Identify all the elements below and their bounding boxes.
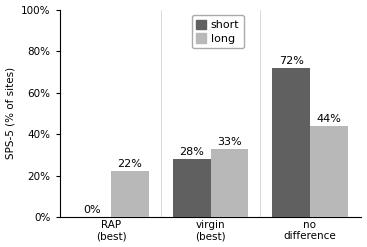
Bar: [310, 126, 348, 217]
Legend: short, long: short, long: [192, 15, 244, 48]
Bar: [173, 159, 211, 217]
Text: 72%: 72%: [279, 56, 304, 66]
Bar: [111, 171, 149, 217]
Text: 44%: 44%: [316, 114, 341, 124]
Y-axis label: SPS-5 (% of sites): SPS-5 (% of sites): [6, 67, 15, 159]
Text: 22%: 22%: [117, 159, 142, 169]
Text: 33%: 33%: [217, 137, 242, 146]
Text: 0%: 0%: [83, 205, 101, 215]
Bar: [211, 149, 248, 217]
Bar: [272, 68, 310, 217]
Text: 28%: 28%: [179, 147, 204, 157]
